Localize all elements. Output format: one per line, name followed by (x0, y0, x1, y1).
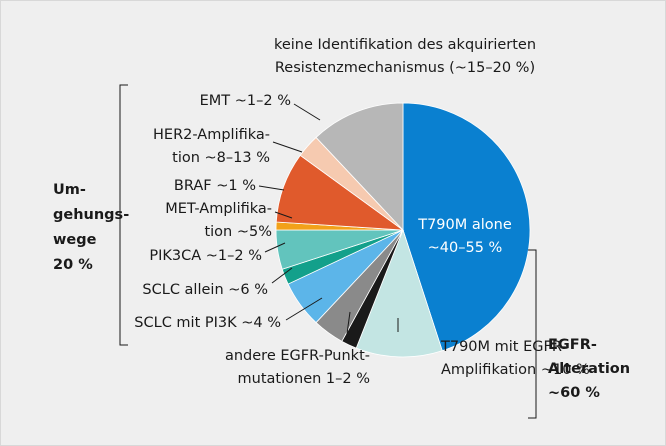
leader-line (285, 297, 323, 321)
slice-label: SCLC mit PI3K ~4 % (134, 315, 281, 331)
slice-label: andere EGFR-Punkt- (225, 348, 370, 364)
pie-slice (402, 102, 531, 352)
leader-line (258, 185, 285, 191)
slice-label: HER2-Amplifika- (153, 127, 270, 143)
group-label: ~60 % (548, 385, 600, 401)
slice-label: BRAF ~1 % (174, 178, 256, 194)
slice-label: T790M mit EGFR- (440, 339, 567, 355)
group-label: Alteration (548, 361, 630, 377)
slice-label: ~40–55 % (428, 240, 503, 256)
slice-label: tion ~5% (204, 224, 272, 240)
bracket (119, 84, 128, 346)
leader-line (345, 311, 351, 342)
group-label: gehungs- (53, 207, 129, 223)
pie-slice (355, 228, 443, 358)
slice-label: Amplifikation ~10 % (441, 362, 590, 378)
group-label: Um- (53, 182, 86, 198)
slice-label: Resistenzmechanismus (~15–20 %) (275, 60, 535, 76)
leader-line (271, 267, 293, 284)
slice-label: PIK3CA ~1–2 % (149, 248, 262, 264)
pie-slice (315, 102, 404, 232)
slice-label: keine Identifikation des akquirierten (274, 37, 536, 53)
leader-line (272, 141, 303, 153)
slice-label: SCLC allein ~6 % (142, 282, 268, 298)
slice-label: tion ~8–13 % (172, 150, 270, 166)
slice-label: MET-Amplifika- (165, 201, 272, 217)
group-label: wege (53, 232, 97, 248)
leader-line (293, 103, 321, 121)
group-label: 20 % (53, 257, 93, 273)
slice-label: T790M alone (417, 217, 512, 233)
slice-label: mutationen 1–2 % (238, 371, 370, 387)
leader-line (264, 242, 286, 253)
leader-line (274, 211, 293, 219)
bracket (528, 249, 537, 419)
slice-label: EMT ~1–2 % (200, 93, 291, 109)
group-label: EGFR- (548, 337, 597, 353)
